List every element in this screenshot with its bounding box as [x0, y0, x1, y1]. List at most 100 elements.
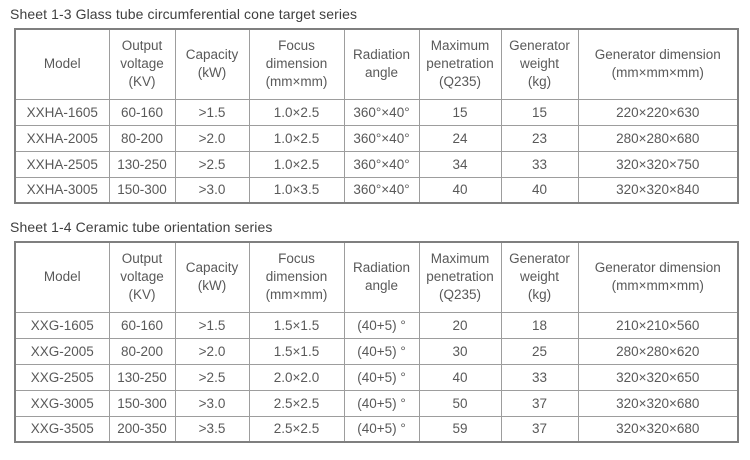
table-cell: 37	[500, 415, 579, 443]
table-cell: >1.5	[174, 311, 250, 339]
table-row: XXHA-2505 130-250 >2.5 1.0×2.5 360°×40° 34 33 3…	[14, 150, 739, 178]
table-cell: 33	[500, 150, 579, 178]
table-cell: 1.0×2.5	[248, 124, 345, 152]
table-cell: 200-350	[108, 415, 176, 443]
table-cell: >2.5	[174, 363, 250, 391]
table-cell: 1.0×2.5	[248, 150, 345, 178]
sheet-1-3-title: Sheet 1-3 Glass tube circumferential con…	[10, 6, 358, 22]
table-row: XXHA-2005 80-200 >2.0 1.0×2.5 360°×40° 24 23 28…	[14, 124, 739, 152]
column-header: Maximum penetration (Q235)	[418, 241, 502, 313]
table-cell: 320×320×650	[577, 363, 739, 391]
column-header: Model	[14, 241, 110, 313]
table-row: XXG-1605 60-160 >1.5 1.5×1.5 (40+5) ° 20 18 210…	[14, 311, 739, 339]
table-cell: XXHA-2505	[14, 150, 110, 178]
table-row: XXG-2505 130-250 >2.5 2.0×2.0 (40+5) ° 40 33 32…	[14, 363, 739, 391]
table-cell: 80-200	[108, 124, 176, 152]
table-cell: XXHA-2005	[14, 124, 110, 152]
table-cell: (40+5) °	[343, 389, 420, 417]
column-header: Capacity (kW)	[174, 28, 250, 100]
table-cell: (40+5) °	[343, 311, 420, 339]
table-cell: XXHA-1605	[14, 98, 110, 126]
column-header: Generator dimension (mm×mm×mm)	[577, 241, 739, 313]
table-cell: 18	[500, 311, 579, 339]
column-header: Generator dimension (mm×mm×mm)	[577, 28, 739, 100]
table-cell: >2.5	[174, 150, 250, 178]
table-cell: 2.5×2.5	[248, 389, 345, 417]
table-cell: 30	[418, 337, 502, 365]
table-cell: 1.5×1.5	[248, 337, 345, 365]
column-header: Model	[14, 28, 110, 100]
table-cell: 25	[500, 337, 579, 365]
table-cell: 2.5×2.5	[248, 415, 345, 443]
table-cell: XXG-3005	[14, 389, 110, 417]
table-cell: 280×280×620	[577, 337, 739, 365]
table-cell: 320×320×750	[577, 150, 739, 178]
table-cell: >3.0	[174, 176, 250, 204]
column-header: Maximum penetration (Q235)	[418, 28, 502, 100]
table-cell: 360°×40°	[343, 98, 420, 126]
sheet-1-4-title: Sheet 1-4 Ceramic tube orientation serie…	[10, 219, 273, 235]
glass-tube-series-table: Model Output voltage (KV) Capacity (kW) Focus d…	[14, 28, 739, 204]
table-cell: XXG-3505	[14, 415, 110, 443]
table-cell: 360°×40°	[343, 150, 420, 178]
table-cell: 40	[500, 176, 579, 204]
table-cell: 220×220×630	[577, 98, 739, 126]
table-cell: 360°×40°	[343, 176, 420, 204]
table-cell: XXG-2005	[14, 337, 110, 365]
table-cell: >1.5	[174, 98, 250, 126]
column-header: Output voltage (KV)	[108, 28, 176, 100]
table-row: XXG-3005 150-300 >3.0 2.5×2.5 (40+5) ° 50 37 32…	[14, 389, 739, 417]
table-cell: 80-200	[108, 337, 176, 365]
table-cell: 320×320×680	[577, 389, 739, 417]
column-header: Generator weight (kg)	[500, 241, 579, 313]
table-cell: 130-250	[108, 363, 176, 391]
table-cell: >2.0	[174, 337, 250, 365]
table-cell: 40	[418, 176, 502, 204]
table-cell: 1.0×2.5	[248, 98, 345, 126]
column-header: Focus dimension (mm×mm)	[248, 28, 345, 100]
table-cell: (40+5) °	[343, 337, 420, 365]
column-header: Generator weight (kg)	[500, 28, 579, 100]
table-cell: 280×280×680	[577, 124, 739, 152]
table-cell: XXG-2505	[14, 363, 110, 391]
table-row: XXG-2005 80-200 >2.0 1.5×1.5 (40+5) ° 30 25 280…	[14, 337, 739, 365]
table-cell: >3.0	[174, 389, 250, 417]
table-cell: >2.0	[174, 124, 250, 152]
column-header: Capacity (kW)	[174, 241, 250, 313]
table-cell: (40+5) °	[343, 363, 420, 391]
table-cell: 15	[418, 98, 502, 126]
table-cell: 360°×40°	[343, 124, 420, 152]
table-cell: 37	[500, 389, 579, 417]
table-cell: 33	[500, 363, 579, 391]
table-row: XXHA-3005 150-300 >3.0 1.0×3.5 360°×40° 40 40 3…	[14, 176, 739, 204]
table-cell: 60-160	[108, 98, 176, 126]
table-cell: 24	[418, 124, 502, 152]
column-header: Radiation angle	[343, 28, 420, 100]
table-cell: 150-300	[108, 389, 176, 417]
table-cell: 1.5×1.5	[248, 311, 345, 339]
table-cell: 320×320×840	[577, 176, 739, 204]
table-cell: XXG-1605	[14, 311, 110, 339]
table-cell: 34	[418, 150, 502, 178]
header-row: Model Output voltage (KV) Capacity (kW) Focus d…	[14, 28, 739, 100]
ceramic-tube-series-table: Model Output voltage (KV) Capacity (kW) Focus d…	[14, 241, 739, 443]
column-header: Focus dimension (mm×mm)	[248, 241, 345, 313]
table-cell: >3.5	[174, 415, 250, 443]
table-cell: XXHA-3005	[14, 176, 110, 204]
table-cell: 60-160	[108, 311, 176, 339]
table-row: XXG-3505 200-350 >3.5 2.5×2.5 (40+5) ° 59 37 32…	[14, 415, 739, 443]
table-cell: 23	[500, 124, 579, 152]
table-cell: 2.0×2.0	[248, 363, 345, 391]
column-header: Output voltage (KV)	[108, 241, 176, 313]
table-cell: 1.0×3.5	[248, 176, 345, 204]
table-cell: 320×320×680	[577, 415, 739, 443]
table-cell: 50	[418, 389, 502, 417]
table-cell: 15	[500, 98, 579, 126]
table-cell: (40+5) °	[343, 415, 420, 443]
header-row: Model Output voltage (KV) Capacity (kW) Focus d…	[14, 241, 739, 313]
column-header: Radiation angle	[343, 241, 420, 313]
table-cell: 20	[418, 311, 502, 339]
table-row: XXHA-1605 60-160 >1.5 1.0×2.5 360°×40° 15 15 22…	[14, 98, 739, 126]
table-cell: 40	[418, 363, 502, 391]
